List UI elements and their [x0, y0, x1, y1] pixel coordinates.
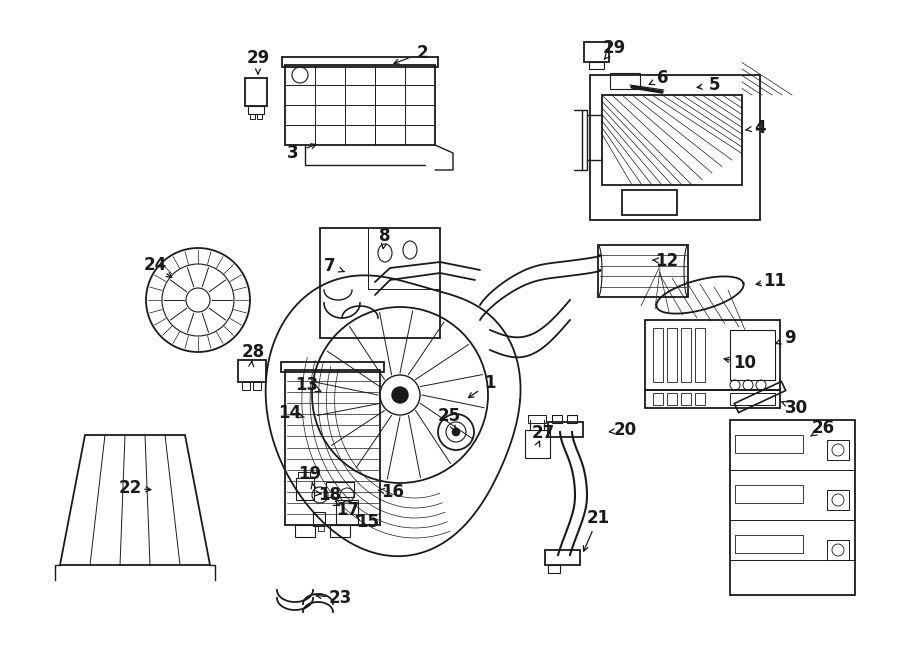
Text: 13: 13 [295, 376, 319, 394]
Text: 28: 28 [241, 343, 265, 361]
Bar [598, 245, 688, 297]
Bar [695, 328, 705, 382]
Bar [545, 550, 580, 565]
Text: 23: 23 [328, 589, 352, 607]
Circle shape [392, 387, 408, 403]
Text: 14: 14 [278, 404, 302, 422]
Text: 29: 29 [247, 49, 270, 67]
Text: 19: 19 [299, 465, 321, 483]
Bar [285, 370, 380, 525]
Bar [589, 62, 604, 69]
Bar [238, 360, 266, 382]
Text: 6: 6 [657, 69, 669, 87]
Bar [730, 330, 775, 380]
Bar [567, 415, 577, 423]
Bar [681, 328, 691, 382]
Bar [602, 95, 742, 185]
Bar [610, 73, 640, 89]
Text: 26: 26 [812, 419, 834, 437]
Bar [250, 114, 255, 119]
Bar [653, 328, 663, 382]
Bar [667, 328, 677, 382]
Text: 30: 30 [785, 399, 807, 417]
Bar [735, 435, 803, 453]
Bar [548, 422, 583, 437]
Text: 16: 16 [382, 483, 404, 501]
Bar [281, 362, 384, 372]
Bar [242, 382, 250, 390]
Bar [525, 430, 550, 458]
Bar [584, 42, 609, 62]
Text: 22: 22 [119, 479, 141, 497]
Text: 18: 18 [319, 486, 341, 504]
Bar [622, 190, 677, 215]
Bar [285, 65, 435, 145]
Bar [318, 526, 324, 531]
Bar [653, 393, 663, 405]
Circle shape [452, 428, 460, 436]
Text: 25: 25 [437, 407, 461, 425]
Text: 2: 2 [416, 44, 428, 62]
Text: 15: 15 [356, 513, 380, 531]
Bar [528, 415, 546, 423]
Bar [730, 420, 855, 595]
Bar [548, 565, 560, 573]
Bar [257, 114, 262, 119]
Text: 10: 10 [734, 354, 757, 372]
Bar [253, 382, 261, 390]
Bar [295, 525, 315, 537]
Bar [645, 390, 780, 408]
Text: 17: 17 [337, 501, 360, 519]
Bar [282, 57, 438, 67]
Bar [735, 485, 803, 503]
Bar [248, 106, 264, 114]
Bar [590, 75, 760, 220]
Bar [681, 393, 691, 405]
Bar [827, 490, 849, 510]
Bar [827, 540, 849, 560]
Text: 1: 1 [484, 374, 496, 392]
Bar [296, 478, 314, 500]
Bar [313, 512, 325, 526]
Bar [695, 393, 705, 405]
Bar [730, 393, 775, 405]
Text: 27: 27 [531, 424, 554, 442]
Bar [245, 78, 267, 106]
Text: 9: 9 [784, 329, 796, 347]
Text: 5: 5 [709, 76, 721, 94]
Text: 12: 12 [655, 252, 679, 270]
Text: 29: 29 [602, 39, 626, 57]
Bar [735, 535, 803, 553]
Text: 11: 11 [763, 272, 787, 290]
Text: 21: 21 [587, 509, 609, 527]
Text: 20: 20 [614, 421, 636, 439]
Bar [667, 393, 677, 405]
Bar [827, 440, 849, 460]
Text: 8: 8 [379, 227, 391, 245]
Bar [552, 415, 562, 423]
Bar [326, 482, 354, 497]
Bar [336, 500, 358, 525]
Bar [330, 525, 350, 537]
Bar [645, 320, 780, 390]
Text: 7: 7 [324, 257, 336, 275]
Text: 4: 4 [754, 119, 766, 137]
Text: 24: 24 [143, 256, 166, 274]
Text: 3: 3 [287, 144, 299, 162]
Bar [320, 228, 440, 338]
